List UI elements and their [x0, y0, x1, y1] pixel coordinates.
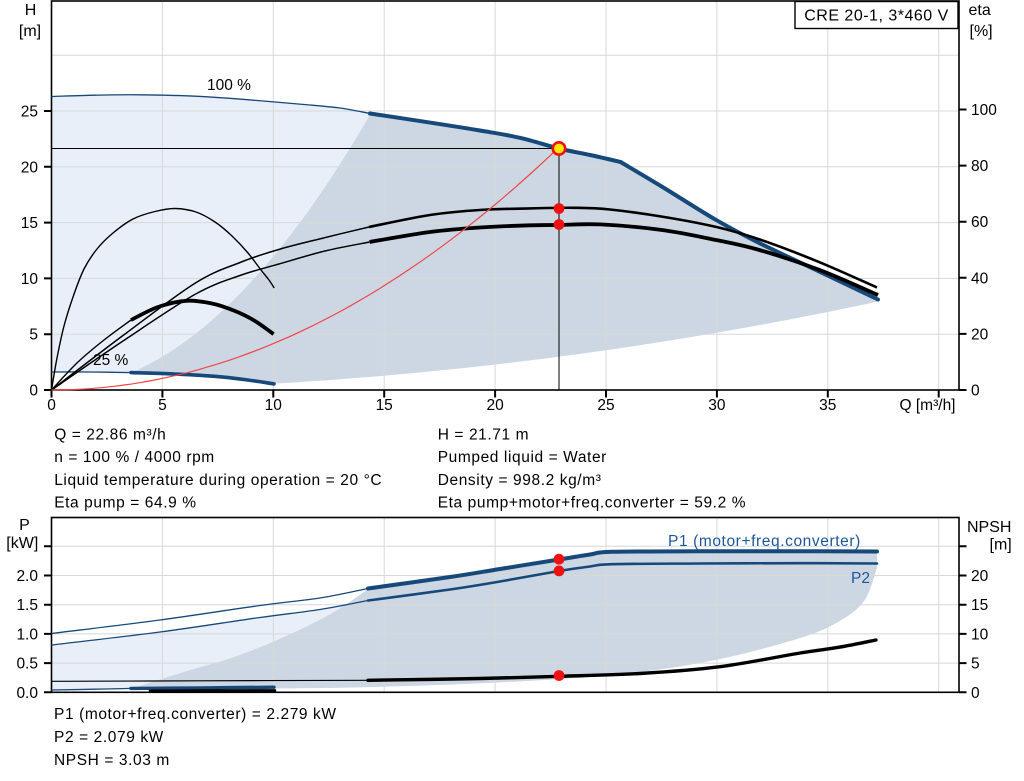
svg-text:0: 0: [971, 383, 980, 400]
svg-text:Eta pump+motor+freq.converter: Eta pump+motor+freq.converter = 59.2 %: [438, 495, 746, 512]
svg-text:P1 (motor+freq.converter): P1 (motor+freq.converter): [668, 533, 861, 550]
svg-text:10: 10: [265, 397, 283, 414]
svg-text:20: 20: [971, 568, 989, 585]
svg-text:0.5: 0.5: [16, 656, 38, 673]
svg-text:100: 100: [971, 102, 997, 119]
svg-text:Q = 22.86 m³/h: Q = 22.86 m³/h: [54, 426, 166, 443]
svg-text:80: 80: [971, 158, 989, 175]
svg-text:2.0: 2.0: [16, 568, 38, 585]
svg-text:0: 0: [29, 383, 38, 400]
svg-text:30: 30: [708, 397, 726, 414]
svg-text:0: 0: [971, 685, 980, 702]
svg-text:35: 35: [819, 397, 836, 414]
svg-text:1.5: 1.5: [16, 597, 38, 614]
svg-text:40: 40: [971, 270, 989, 287]
svg-text:[m]: [m]: [990, 537, 1012, 554]
svg-text:P2 = 2.079 kW: P2 = 2.079 kW: [54, 729, 164, 746]
svg-text:25: 25: [597, 397, 614, 414]
svg-text:5: 5: [971, 656, 980, 673]
svg-text:0: 0: [47, 397, 56, 414]
svg-text:CRE 20-1, 3*460 V: CRE 20-1, 3*460 V: [804, 8, 949, 25]
svg-text:[%]: [%]: [970, 23, 993, 40]
svg-text:5: 5: [158, 397, 167, 414]
svg-text:Liquid temperature during oper: Liquid temperature during operation = 20…: [54, 472, 382, 489]
svg-text:NPSH = 3.03 m: NPSH = 3.03 m: [54, 752, 170, 769]
svg-text:eta: eta: [969, 2, 991, 19]
svg-text:10: 10: [21, 271, 39, 288]
svg-text:10: 10: [971, 626, 989, 643]
svg-text:Pumped liquid = Water: Pumped liquid = Water: [438, 449, 607, 466]
svg-text:Q [m³/h]: Q [m³/h]: [900, 397, 956, 414]
svg-text:H = 21.71 m: H = 21.71 m: [438, 426, 529, 443]
svg-text:P2: P2: [851, 570, 870, 587]
svg-text:100 %: 100 %: [207, 77, 251, 94]
svg-text:15: 15: [971, 597, 988, 614]
svg-text:20: 20: [971, 326, 989, 343]
svg-text:P: P: [19, 517, 30, 534]
svg-text:1.0: 1.0: [16, 626, 38, 643]
svg-text:[m]: [m]: [19, 23, 41, 40]
svg-text:5: 5: [29, 327, 38, 344]
svg-text:15: 15: [21, 215, 38, 232]
svg-text:H: H: [25, 2, 37, 19]
svg-text:15: 15: [376, 397, 393, 414]
svg-text:[kW]: [kW]: [6, 535, 38, 552]
svg-text:25: 25: [21, 104, 38, 121]
svg-text:n = 100 % / 4000 rpm: n = 100 % / 4000 rpm: [54, 449, 215, 466]
svg-text:NPSH: NPSH: [967, 519, 1011, 536]
svg-text:0.0: 0.0: [16, 685, 38, 702]
svg-text:Density = 998.2 kg/m³: Density = 998.2 kg/m³: [438, 472, 602, 489]
svg-text:20: 20: [486, 397, 504, 414]
svg-text:60: 60: [971, 214, 989, 231]
svg-text:20: 20: [21, 159, 39, 176]
svg-text:P1 (motor+freq.converter) = 2.: P1 (motor+freq.converter) = 2.279 kW: [54, 706, 337, 723]
svg-text:25 %: 25 %: [93, 352, 129, 369]
svg-text:Eta pump = 64.9 %: Eta pump = 64.9 %: [54, 495, 196, 512]
